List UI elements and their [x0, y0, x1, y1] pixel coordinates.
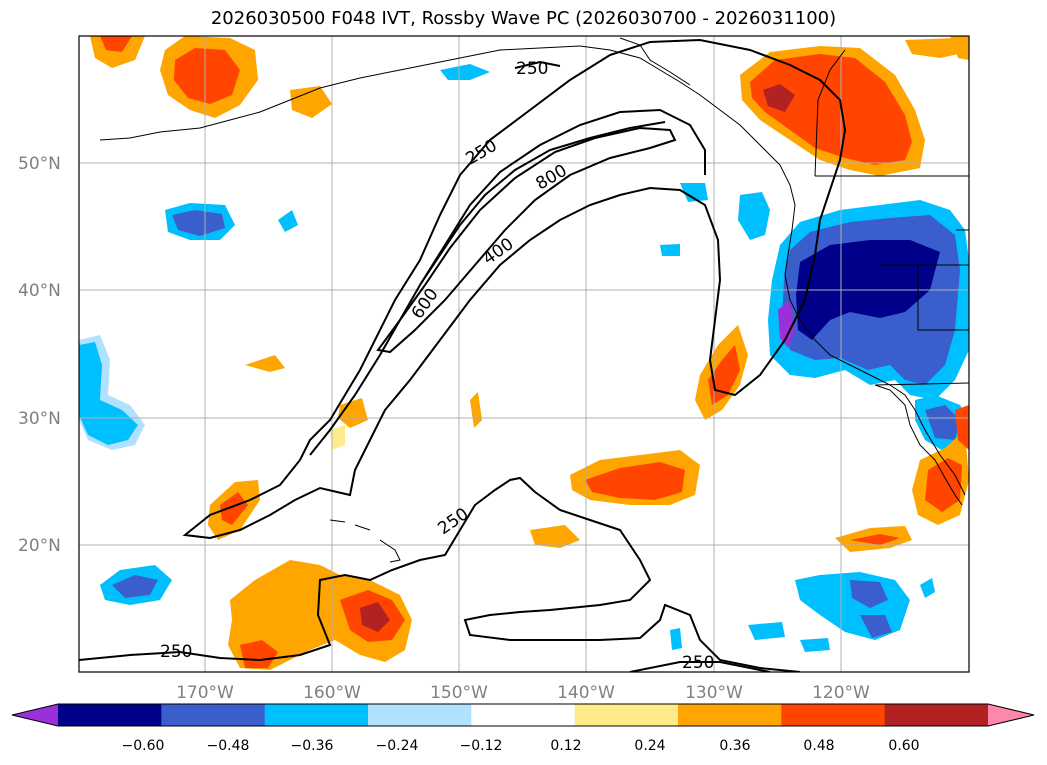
colorbar-tick-label: −0.36 [291, 738, 334, 754]
lon-label: 130°W [685, 683, 743, 703]
anomaly-positive-hawaii [228, 560, 412, 670]
colorbar-extend-min [12, 704, 58, 726]
colorbar-tick-label: −0.24 [376, 738, 419, 754]
contour-label: 250 [516, 59, 548, 79]
colorbar-segment [161, 704, 266, 726]
lon-label: 170°W [176, 683, 234, 703]
colorbar-ticks: −0.60 −0.48 −0.36 −0.24 −0.12 0.12 0.24 … [122, 738, 920, 754]
colorbar-tick-label: 0.36 [719, 738, 750, 754]
colorbar-tick-label: 0.24 [634, 738, 665, 754]
colorbar-segment [884, 704, 989, 726]
colorbar-tick-label: 0.60 [888, 738, 919, 754]
lon-label: 120°W [812, 683, 870, 703]
lat-label: 20°N [18, 536, 61, 556]
colorbar-segment [781, 704, 886, 726]
lat-label: 30°N [18, 409, 61, 429]
latitude-labels: 50°N 40°N 30°N 20°N [18, 154, 61, 556]
lat-label: 50°N [18, 154, 61, 174]
colorbar-segment [574, 704, 679, 726]
contour-label: 250 [160, 642, 192, 662]
map-frame [78, 35, 970, 673]
coastlines [99, 37, 969, 563]
colorbar-segment [58, 704, 162, 726]
lon-label: 140°W [557, 683, 615, 703]
colorbar-tick-label: 0.48 [803, 738, 834, 754]
lat-label: 40°N [18, 281, 61, 301]
map-title: 2026030500 F048 IVT, Rossby Wave PC (202… [210, 8, 837, 29]
colorbar-segment [368, 704, 472, 726]
colorbar-segment [471, 704, 576, 726]
longitude-labels: 170°W 160°W 150°W 140°W 130°W 120°W [176, 683, 870, 703]
colorbar-tick-label: 0.12 [550, 738, 581, 754]
colorbar-outline [11, 703, 1035, 727]
lon-label: 150°W [430, 683, 488, 703]
colorbar-segment [678, 704, 782, 726]
lon-label: 160°W [303, 683, 361, 703]
contour-label: 250 [682, 653, 714, 673]
colorbar-segment [264, 704, 369, 726]
colorbar-extend-max [988, 704, 1034, 726]
colorbar [11, 703, 1035, 727]
colorbar-tick-label: −0.12 [460, 738, 503, 754]
colorbar-tick-label: −0.60 [122, 738, 165, 754]
colorbar-tick-label: −0.48 [207, 738, 250, 754]
ivt-contours [79, 38, 847, 672]
